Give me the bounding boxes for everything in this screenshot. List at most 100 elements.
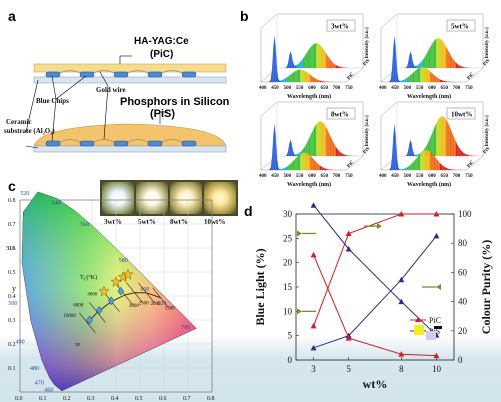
spectrum-fill-segment (322, 122, 324, 156)
spectrum-fill-segment (302, 152, 304, 170)
wavelength-tick-label: 600 (428, 174, 436, 179)
spectrum-fill-segment (431, 72, 433, 82)
y-left-tick-label: 20 (283, 258, 293, 268)
isotherm-line (116, 284, 134, 306)
spectrum-fill-segment (306, 141, 308, 156)
spectrum-fill-segment (449, 169, 452, 170)
spectrum-fill-segment (454, 61, 456, 68)
spectrum-fill-segment (435, 75, 437, 82)
spectrum-fill-segment (462, 66, 464, 68)
spectrum-fill-segment (321, 80, 323, 82)
spectrum-fill-segment (430, 44, 432, 68)
spectrum-fill-segment (306, 71, 308, 82)
panel-d-label: d (244, 203, 253, 219)
spectrum-fill-segment (302, 69, 304, 82)
spectrum-fill-segment (292, 71, 295, 82)
spectrum-fill-segment (310, 133, 312, 156)
y-right-tick-label: 100 (458, 209, 472, 219)
series-marker (398, 351, 405, 357)
spectrum-fill-segment (321, 166, 323, 170)
series-marker (433, 232, 440, 239)
wavelength-tick-label: 600 (308, 174, 316, 179)
isotherm-line (89, 302, 106, 323)
spectrum-fill-segment (340, 152, 343, 156)
spectrum-fill-segment (426, 68, 428, 82)
spectrum-fill-segment (422, 150, 424, 170)
spectrum-fill-segment (272, 136, 274, 170)
panel-b: b (240, 0, 501, 200)
spectrum-fill-segment (316, 78, 318, 82)
spectrum-fill-segment (296, 69, 298, 82)
spectrum-fill-segment (440, 38, 442, 68)
spectrum-fill-segment (410, 73, 412, 82)
spectrum-fill-segment (274, 123, 276, 170)
spectrum-fill-segment (431, 152, 433, 170)
x-tick-label: 8 (399, 364, 404, 374)
spectrum-fill-segment (345, 155, 348, 156)
spectrum-fill-segment (435, 157, 437, 170)
spectrum-fill-segment (442, 165, 444, 170)
spectrum-fill-segment (442, 40, 444, 68)
spectrum-fill-segment (323, 123, 325, 156)
spectrum-fill-segment (273, 35, 275, 82)
spectrum-fill-segment (342, 67, 344, 68)
spectrum-fill-segment (291, 143, 293, 156)
spectrum-fill-segment (424, 67, 426, 82)
spectrum-fill-segment (281, 168, 284, 170)
spectrum-fill-segment (398, 78, 400, 82)
spectrum-fill-segment (322, 81, 324, 82)
spectrum-fill-segment (420, 152, 422, 170)
spectrum-fill-segment (431, 42, 433, 68)
spectrum-fill-segment (438, 161, 440, 170)
spectrum-fill-segment (457, 63, 459, 68)
spectrum-fill-segment (317, 79, 319, 82)
spectrum-fill-segment (288, 55, 290, 68)
spectrum-fill-segment (459, 65, 461, 68)
spectrum-fill-segment (394, 35, 396, 82)
spectrum-fill-segment (295, 157, 297, 170)
spectrum-fill-segment (455, 141, 458, 156)
spectrum-fill-segment (312, 43, 314, 68)
spectrum-fill-segment (469, 155, 471, 156)
spectrum-fill-segment (297, 63, 300, 68)
spectrum-fill-segment (421, 67, 423, 82)
spectrum-fill-segment (285, 166, 287, 170)
inset-swatch-white (422, 309, 432, 315)
concentration-label: 3wt% (331, 23, 349, 31)
spectrum-fill-segment (319, 165, 322, 170)
led-structure-diagram (25, 55, 227, 153)
spectrum-fill-segment (294, 65, 296, 68)
spectrum-fill-segment (324, 168, 327, 170)
spectrum-fill-segment (312, 76, 314, 82)
series-line (313, 254, 437, 357)
spectrum-fill-segment (406, 151, 409, 156)
spectrum-fill-segment (328, 169, 330, 170)
spectrum-fill-segment (441, 79, 443, 82)
spectrum-fill-segment (444, 81, 447, 82)
spectrum-fill-segment (426, 51, 428, 68)
spectrum-fill-segment (447, 168, 449, 170)
spectrum-fill-segment (390, 68, 393, 82)
spectrum-fill-segment (427, 49, 429, 68)
spectrum-fill-segment (404, 78, 406, 82)
spectrum-fill-segment (403, 168, 405, 170)
spectrum-fill-segment (332, 61, 334, 68)
intensity-axis-label: Intensity (a.u.) (485, 27, 490, 59)
spectrum-fill-segment (300, 60, 302, 68)
spectrum-fill-segment (409, 139, 411, 156)
wavelength-tick-label: 750 (345, 86, 353, 91)
panel-a-label: a (8, 8, 16, 24)
spectrum-fill-segment (435, 38, 437, 68)
spectrum-fill-segment (339, 151, 341, 156)
x-tick-label: 5 (346, 364, 351, 374)
spectrum-fill-segment (300, 69, 302, 82)
led-photo-3wt (102, 182, 134, 214)
spectrum-fill-segment (301, 58, 303, 68)
spectrum-tile: PiS PiC 400 450 500 550 600 650 700 750 Wavelength… (379, 101, 491, 188)
spectrum-fill-segment (326, 127, 328, 156)
spectrum-fill-segment (288, 164, 290, 170)
spectrum-fill-segment (286, 165, 289, 170)
cie-wavelength-label: 580 (119, 258, 128, 264)
wavelength-tick-label: 550 (416, 174, 424, 179)
spectrum-fill-segment (292, 160, 295, 170)
